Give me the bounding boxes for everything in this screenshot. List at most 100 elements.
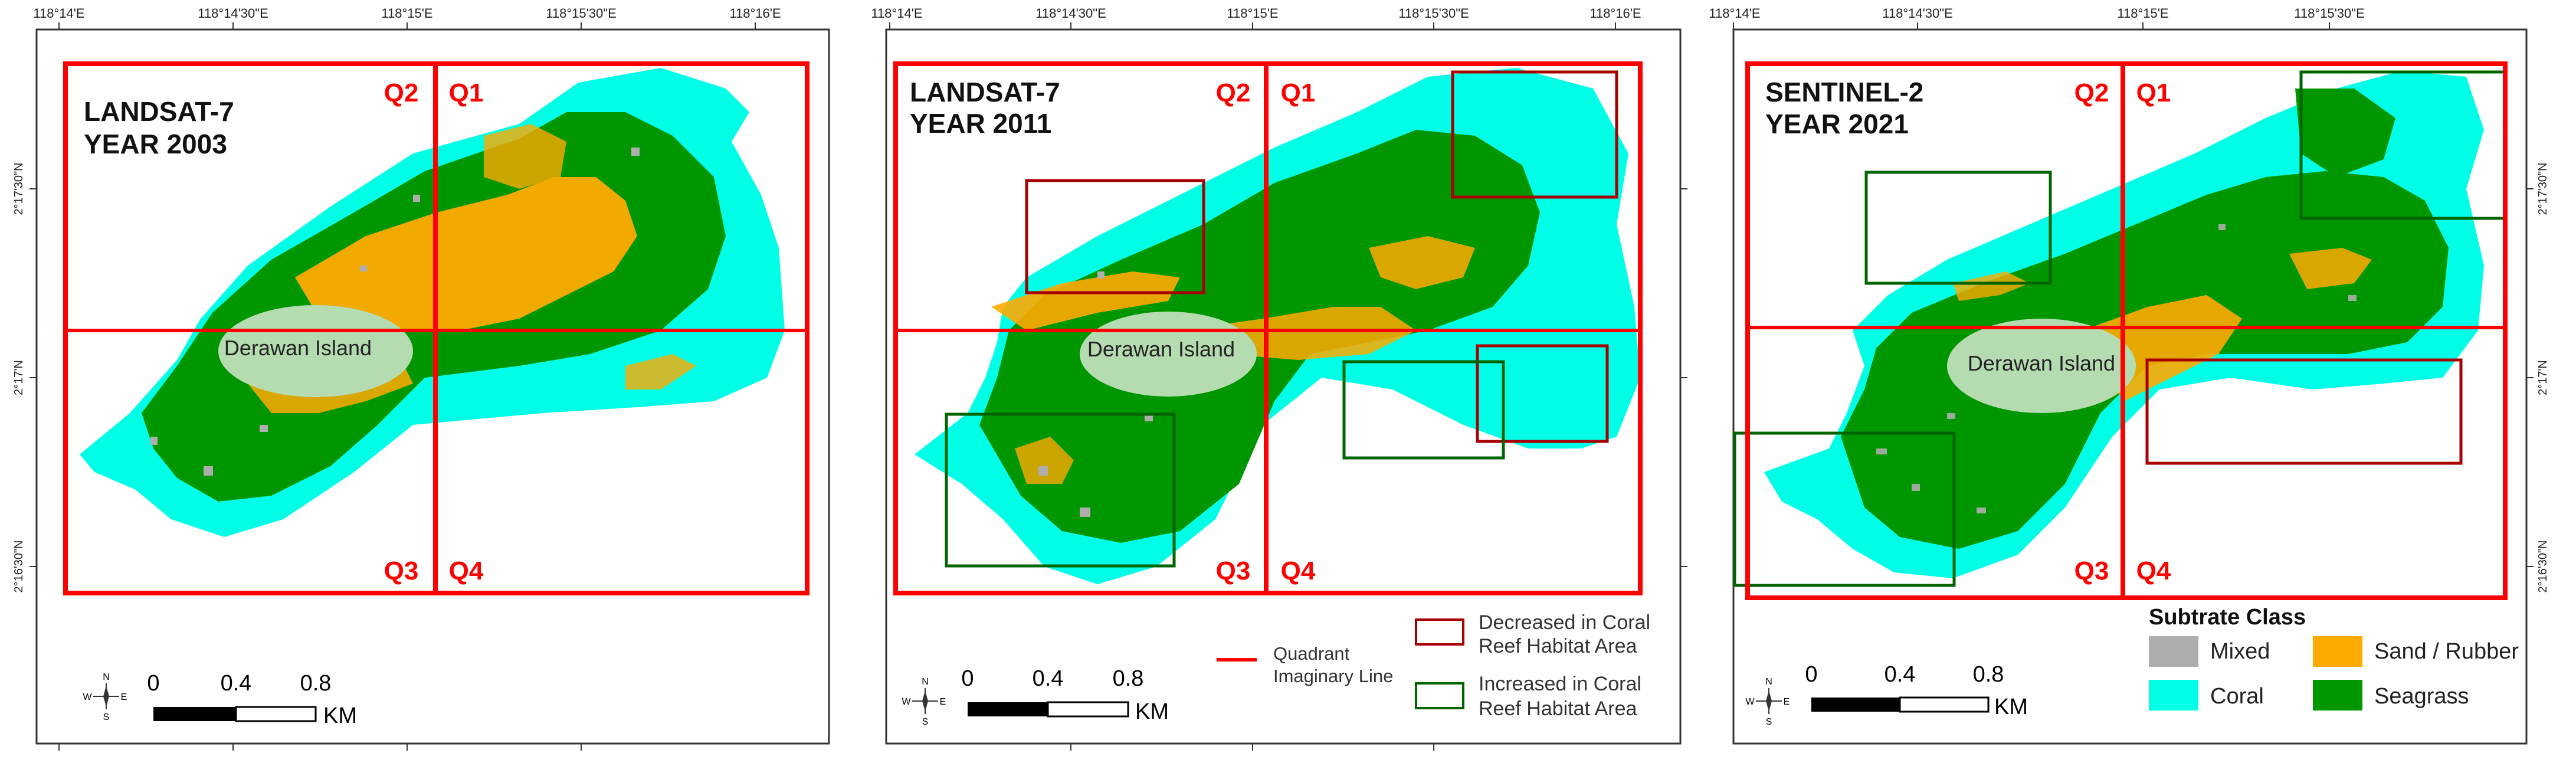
lon-tick-label: 118°16'E [729, 6, 781, 21]
change-boxes [945, 70, 1618, 568]
map-panel-2011: 118°14'E 118°14'30"E 118°15'E 118°15'30"… [850, 0, 1699, 776]
quadrant-label-q1: Q1 [2136, 78, 2171, 107]
map-panel-2003: 118°14'E 118°14'30"E 118°15'E 118°15'30"… [0, 0, 850, 776]
scale-bar: 0 0.4 0.8 KM [1805, 662, 2028, 719]
map-panel-2021: 118°14'E 118°14'30"E 118°15'E 118°15'30"… [1699, 0, 2576, 776]
quadrant-label-q1: Q1 [449, 78, 484, 107]
svg-text:Reef Habitat Area: Reef Habitat Area [1479, 698, 1637, 720]
legend-label: Seagrass [2374, 684, 2469, 709]
quadrant-grid [63, 61, 809, 595]
svg-text:S: S [103, 712, 110, 722]
island-label: Derawan Island [1968, 351, 2115, 375]
lat-tick-label: 2°17'N [12, 360, 25, 395]
svg-text:W: W [83, 692, 92, 702]
increased-area-box [1864, 171, 2052, 285]
scale-bar: 0 0.4 0.8 KM [147, 671, 357, 728]
lat-tick-label: 2°16'30"N [12, 541, 25, 593]
legend-swatch [2149, 636, 2198, 667]
decreased-area-box [2145, 358, 2463, 465]
lon-tick-label: 118°15'E [381, 6, 432, 21]
quadrant-label-q4: Q4 [1281, 556, 1316, 585]
island-label: Derawan Island [1087, 337, 1235, 361]
quadrant-label-q2: Q2 [384, 78, 419, 107]
compass-icon: N S E W [1745, 677, 1790, 727]
svg-text:W: W [902, 697, 911, 707]
svg-text:0.8: 0.8 [1113, 666, 1144, 691]
svg-text:0: 0 [961, 666, 974, 691]
island-shape [1947, 319, 2136, 413]
quadrant-label-q2: Q2 [2074, 78, 2109, 107]
svg-text:0.8: 0.8 [1973, 662, 2004, 687]
svg-text:0.4: 0.4 [1033, 666, 1064, 691]
lat-tick-label: 2°17'N [2536, 360, 2549, 395]
lon-tick-label: 118°14'E [871, 6, 922, 21]
increased-area-box [1342, 360, 1505, 460]
svg-text:S: S [1766, 717, 1772, 727]
decreased-area-box [1025, 179, 1205, 294]
legend-label: Coral [2210, 684, 2264, 709]
svg-text:N: N [1765, 677, 1772, 687]
lon-tick-label: 118°15'E [1227, 6, 1278, 21]
svg-text:KM: KM [1135, 699, 1169, 724]
decreased-swatch [1415, 618, 1464, 646]
lon-tick-label: 118°16'E [1589, 6, 1641, 21]
quadrant-label-q1: Q1 [1281, 78, 1316, 107]
svg-text:S: S [922, 717, 929, 727]
svg-text:0: 0 [147, 671, 159, 696]
increased-swatch [1415, 682, 1464, 709]
lon-tick-label: 118°15'30"E [1398, 6, 1469, 21]
scale-bar: 0 0.4 0.8 KM [961, 666, 1169, 724]
lon-tick-label: 118°14'E [33, 6, 84, 21]
lat-tick-label: 2°16'30"N [2536, 541, 2549, 593]
legend-swatch [2313, 680, 2362, 710]
svg-text:E: E [121, 692, 127, 702]
lat-tick-label: 2°17'30"N [12, 163, 25, 215]
svg-text:Increased in Coral: Increased in Coral [1479, 673, 1641, 695]
svg-text:N: N [103, 672, 110, 682]
island-label: Derawan Island [224, 336, 372, 360]
quadrant-label-q3: Q3 [384, 556, 419, 585]
svg-text:N: N [922, 677, 929, 687]
svg-text:0.8: 0.8 [300, 671, 332, 696]
svg-text:KM: KM [323, 703, 357, 728]
year-title: YEAR 2021 [1765, 109, 1909, 139]
lon-tick-label: 118°15'E [2117, 6, 2168, 21]
increased-area-box [945, 412, 1176, 568]
decreased-area-box [1476, 344, 1609, 443]
svg-text:E: E [940, 697, 946, 707]
quadrant-label-q4: Q4 [2136, 556, 2171, 585]
island-shape [218, 305, 413, 397]
lon-tick-label: 118°14'E [1709, 6, 1760, 21]
svg-text:W: W [1745, 697, 1755, 707]
legend-label: Mixed [2210, 639, 2270, 664]
legend-label: Sand / Rubber [2374, 639, 2519, 664]
svg-text:0.4: 0.4 [1885, 662, 1916, 687]
quadrant-label-q3: Q3 [2074, 556, 2109, 585]
island-shape [1080, 312, 1257, 397]
year-title: YEAR 2011 [910, 108, 1051, 139]
decreased-area-box [1451, 70, 1618, 199]
svg-text:Reef Habitat Area: Reef Habitat Area [1479, 635, 1637, 657]
lat-tick-label: 2°17'30"N [2536, 163, 2549, 215]
quadrant-grid [893, 61, 1643, 595]
lon-tick-label: 118°14'30"E [1882, 6, 1953, 21]
legend-swatch [2149, 680, 2198, 710]
increased-area-box [1733, 431, 1956, 587]
lon-tick-label: 118°15'30"E [2294, 6, 2365, 21]
satellite-title: SENTINEL-2 [1765, 77, 1923, 107]
quadrant-grid [1745, 61, 2508, 600]
svg-text:Quadrant: Quadrant [1273, 643, 1350, 664]
svg-text:0: 0 [1805, 662, 1817, 687]
svg-text:E: E [1784, 697, 1790, 707]
lon-tick-label: 118°15'30"E [546, 6, 617, 21]
year-title: YEAR 2003 [84, 129, 227, 159]
compass-icon: N S E W [83, 672, 127, 722]
legend-swatch [2313, 636, 2362, 667]
substrate-legend: Subtrate Class Mixed Sand / Rubber Coral… [2149, 605, 2519, 710]
satellite-title: LANDSAT-7 [910, 77, 1060, 107]
svg-text:KM: KM [1994, 695, 2028, 719]
lon-tick-label: 118°14'30"E [198, 6, 268, 21]
lon-tick-label: 118°14'30"E [1035, 6, 1106, 21]
quadrant-label-q3: Q3 [1216, 556, 1251, 585]
svg-text:Imaginary Line: Imaginary Line [1273, 666, 1393, 686]
